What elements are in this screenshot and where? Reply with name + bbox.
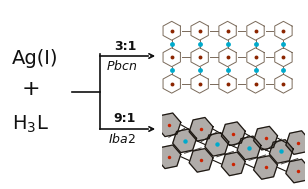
Text: +: +: [22, 79, 41, 99]
Polygon shape: [237, 136, 261, 160]
Polygon shape: [173, 129, 197, 153]
Polygon shape: [205, 132, 229, 156]
Polygon shape: [286, 131, 308, 154]
Text: H$_3$L: H$_3$L: [12, 113, 49, 135]
Text: $\mathit{Pbcn}$: $\mathit{Pbcn}$: [106, 59, 138, 73]
Polygon shape: [157, 113, 181, 137]
Polygon shape: [221, 152, 245, 176]
Text: $\mathit{Iba2}$: $\mathit{Iba2}$: [108, 132, 136, 146]
Polygon shape: [189, 149, 213, 172]
Polygon shape: [270, 140, 293, 163]
Text: Ag(I): Ag(I): [12, 50, 59, 68]
Polygon shape: [189, 118, 213, 141]
Polygon shape: [253, 156, 278, 179]
Text: 9:1: 9:1: [114, 112, 136, 125]
Text: 3:1: 3:1: [114, 40, 136, 53]
Polygon shape: [157, 145, 181, 169]
Polygon shape: [286, 159, 308, 183]
Polygon shape: [221, 122, 245, 146]
Polygon shape: [253, 126, 278, 150]
